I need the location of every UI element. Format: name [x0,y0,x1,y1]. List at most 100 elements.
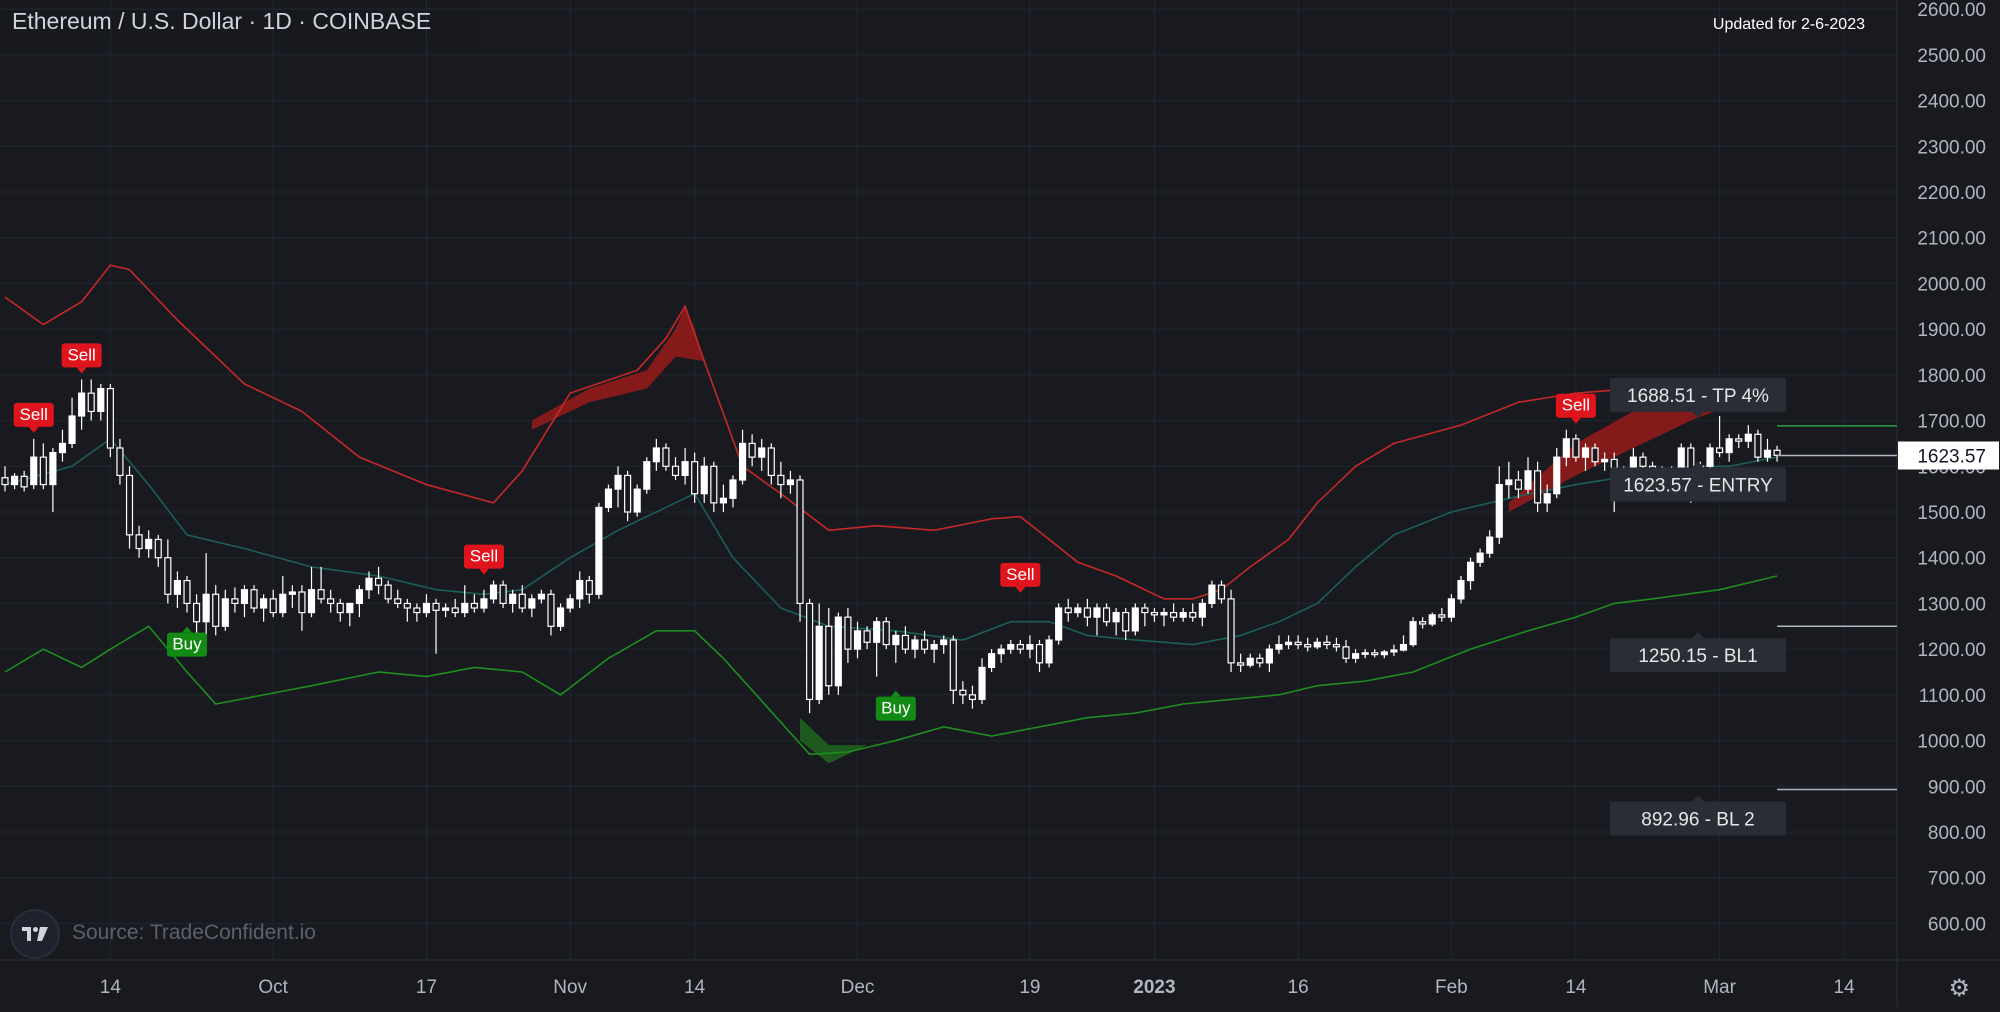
candle [68,397,76,448]
candle-body [1361,652,1369,655]
candle [1342,640,1350,663]
candle-body [1304,643,1312,648]
candle [231,587,239,613]
candle-body [250,589,258,609]
candle-body [767,447,775,477]
candle-body [1581,447,1590,458]
candle-body [1457,579,1465,600]
price-tick-label: 2500.00 [1917,46,1986,67]
candle [1265,644,1273,672]
candle-body [537,593,545,600]
candle-body [882,621,890,646]
tradingview-logo-icon[interactable] [10,909,60,959]
candle [1591,443,1599,467]
candle [1064,598,1072,622]
candle-body [269,598,277,614]
candle [1313,637,1321,650]
candle-body [729,479,737,499]
candle-body [260,598,268,609]
candle-body [844,616,852,650]
candle [1246,653,1254,668]
candle [1170,603,1178,622]
candle [221,589,229,631]
candle-body [1553,456,1561,495]
time-tick-label: 14 [684,977,706,998]
candle [1208,580,1216,608]
candle-body [911,639,919,650]
candle-body [1150,611,1159,616]
candle-body [173,579,181,595]
candle-body [930,643,938,650]
candle [1438,608,1446,622]
candle [1141,603,1149,627]
candle-body [528,598,536,609]
candle-body [863,630,871,643]
candle [1275,635,1283,654]
candle-body [39,456,47,486]
candle [997,644,1005,663]
candle [1562,429,1570,467]
candle-body [489,584,498,600]
candle [1074,603,1082,618]
updated-note: Updated for 2-6-2023 [1712,16,1865,33]
candle [1361,649,1369,659]
candle-body [1706,447,1714,467]
candle-body [662,447,670,467]
candle [595,502,603,599]
candle [1735,434,1743,448]
candle-body [834,616,842,687]
candle-body [758,447,766,458]
candle-body [30,456,38,486]
price-tick-label: 1000.00 [1917,732,1986,753]
candle-body [1275,643,1283,650]
candle-body [336,602,344,614]
time-tick-label: Feb [1435,977,1468,998]
candle-body [365,577,373,591]
candle-body [652,447,660,463]
candle [1514,470,1523,499]
signal-badge [463,544,504,569]
upper-band-line [4,264,1778,600]
time-tick-label: Mar [1703,977,1736,998]
candle-body [1016,643,1024,650]
candle [1102,603,1111,627]
candle [317,566,325,604]
candle [719,484,727,512]
time-tick-label: 19 [1019,977,1040,998]
candle-body [576,579,584,600]
candle-body [556,607,565,627]
candle-body [1284,641,1293,646]
last-price-label: 1623.57 [1917,447,1986,468]
candle-body [1390,649,1398,653]
candle-body [1495,483,1503,538]
candle [1332,637,1341,652]
candle [825,608,833,695]
candle-body [1486,536,1494,554]
candle [1007,640,1015,654]
candle-body [58,442,67,454]
candle [1189,603,1197,622]
candle [1534,461,1542,512]
candle-body [1294,641,1302,646]
signal-pointer [890,690,901,697]
sell-signal: Sell [1000,562,1041,593]
candle-body [68,415,76,445]
candle [384,580,392,604]
candle [1284,635,1293,650]
gear-icon[interactable]: ⚙ [1948,975,1970,1002]
candle-body [1735,438,1743,442]
candle [374,566,383,595]
candle [58,429,67,462]
candle [1543,484,1551,512]
candle-body [1160,611,1168,616]
candle [78,379,86,430]
signal-badge [13,402,54,427]
candle [1524,457,1532,494]
candle-body [643,461,651,490]
candle-body [97,387,105,413]
candle-body [145,538,153,550]
candle-body [1026,643,1034,650]
candle [1112,608,1120,636]
